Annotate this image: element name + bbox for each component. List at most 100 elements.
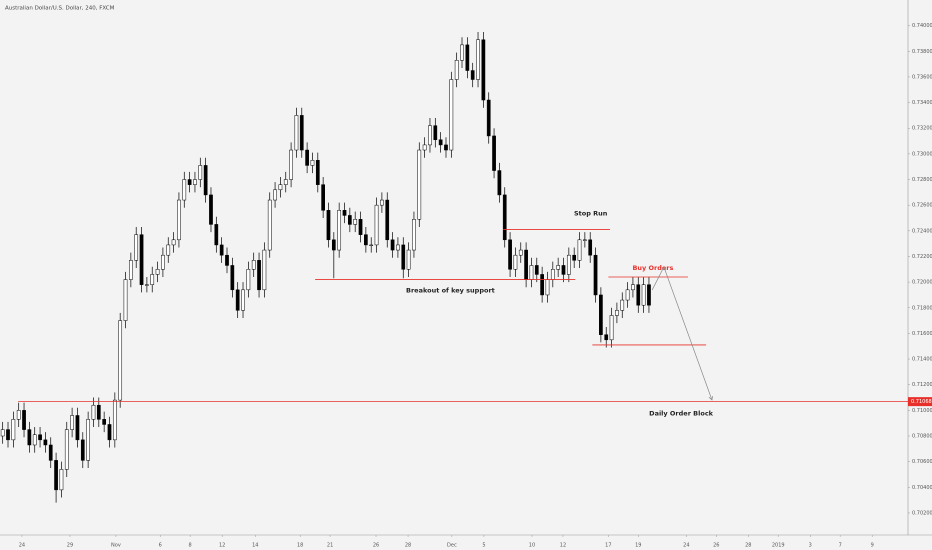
x-tick-label: 3 — [809, 543, 812, 549]
candle-body — [38, 434, 42, 441]
candle-body — [577, 239, 582, 261]
y-tick-label: 0.73400 — [912, 100, 932, 106]
candle-body — [444, 144, 448, 151]
candle-body — [358, 219, 363, 235]
candle-body — [636, 284, 641, 306]
candle-body — [604, 334, 609, 341]
candle-body — [59, 469, 64, 491]
candle-body — [486, 99, 491, 137]
candle-body — [380, 199, 384, 206]
candle-body — [246, 269, 251, 291]
candle-body — [625, 289, 630, 301]
candle-body — [353, 219, 358, 225]
candle-body — [310, 160, 315, 166]
x-tick-label: 2019 — [772, 543, 785, 549]
candle-body — [209, 194, 213, 225]
candle-body — [171, 239, 176, 246]
candle-body — [492, 135, 496, 171]
candle-body — [599, 294, 603, 335]
candle-body — [289, 149, 293, 180]
candle-body — [513, 254, 518, 270]
x-tick-label: 10 — [529, 543, 535, 549]
candle-body — [534, 265, 539, 275]
x-tick-label: 12 — [219, 543, 225, 549]
candle-body — [342, 210, 347, 216]
x-tick-label: 7 — [839, 543, 842, 549]
candle-body — [428, 125, 432, 146]
candle-body — [412, 219, 416, 251]
x-tick-label: 28 — [745, 543, 751, 549]
candle-body — [476, 39, 480, 80]
candle-body — [433, 125, 438, 141]
candle-body — [305, 149, 309, 166]
candle-body — [225, 254, 229, 266]
x-tick-label: 6 — [159, 543, 162, 549]
y-tick-label: 0.73600 — [912, 74, 932, 80]
candle-body — [96, 404, 101, 420]
candle-body — [390, 239, 395, 251]
candle-body — [145, 284, 149, 286]
candle-body — [198, 165, 203, 180]
y-tick-label: 0.71400 — [912, 357, 932, 363]
candle-body — [385, 199, 390, 241]
candle-body — [182, 179, 187, 201]
candle-body — [16, 410, 21, 420]
candle-body — [139, 234, 144, 285]
candle-body — [123, 279, 128, 321]
candle-body — [230, 265, 235, 291]
candle-body — [374, 204, 379, 246]
annotation: Buy Orders — [632, 264, 673, 272]
candle-body — [417, 149, 422, 220]
candle-body — [337, 210, 342, 251]
annotation: Stop Run — [574, 210, 608, 218]
x-tick-label: 18 — [297, 543, 303, 549]
candle-body — [112, 399, 117, 441]
x-tick-label: 21 — [327, 543, 333, 549]
candle-body — [134, 234, 139, 261]
candle-body — [294, 115, 299, 151]
candle-body — [364, 234, 368, 246]
candle-body — [438, 139, 443, 146]
candle-body — [86, 419, 90, 461]
candle-body — [481, 39, 486, 101]
candle-body — [273, 189, 277, 201]
candle-body — [251, 260, 256, 270]
candle-body — [347, 215, 352, 225]
candle-body — [545, 279, 550, 296]
y-tick-label: 0.74000 — [912, 23, 932, 29]
candle-body — [27, 429, 32, 446]
candle-body — [502, 194, 507, 241]
candle-body — [187, 179, 192, 185]
candle-body — [283, 179, 288, 185]
y-tick-label: 0.73800 — [912, 49, 932, 55]
x-tick-label: 8 — [189, 543, 192, 549]
candle-body — [396, 244, 400, 251]
y-tick-label: 0.72400 — [912, 228, 932, 234]
candle-body — [267, 199, 272, 251]
candle-body — [102, 419, 107, 425]
annotation: Daily Order Block — [649, 410, 713, 418]
y-tick-label: 0.70400 — [912, 485, 932, 491]
y-tick-label: 0.70800 — [912, 434, 932, 440]
arrow-head — [708, 395, 713, 401]
candle-body — [524, 249, 528, 280]
candle-body — [155, 269, 160, 275]
chart-title: Australian Dollar/U.S. Dollar, 240, FXCM — [5, 6, 115, 12]
candle-body — [326, 210, 331, 241]
candle-body — [150, 274, 155, 285]
candle-body — [241, 289, 245, 311]
projection-path — [651, 266, 713, 401]
candle-body — [214, 224, 219, 246]
y-tick-label: 0.73200 — [912, 126, 932, 132]
y-tick-label: 0.71000 — [912, 408, 932, 414]
candle-body — [70, 415, 74, 430]
candle-body — [460, 44, 464, 61]
x-tick-label: 5 — [482, 543, 485, 549]
candle-body — [177, 199, 181, 241]
candle-body — [235, 289, 240, 311]
y-tick-label: 0.71800 — [912, 305, 932, 311]
candle-body — [588, 239, 593, 256]
candle-body — [43, 439, 48, 446]
x-tick-label: 14 — [252, 543, 258, 549]
candle-body — [518, 249, 523, 256]
